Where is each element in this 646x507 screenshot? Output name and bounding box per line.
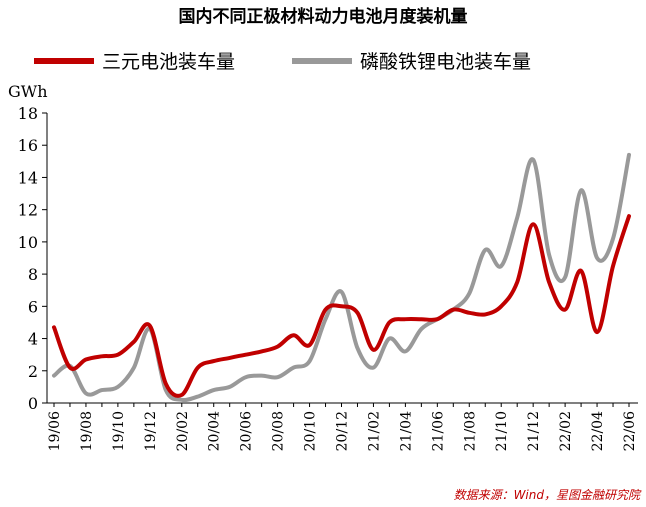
y-tick-label: 12 [18, 201, 38, 220]
y-axis-unit: GWh [8, 82, 48, 101]
y-tick-label: 6 [28, 297, 38, 316]
legend: 三元电池装车量 磷酸铁锂电池装车量 [34, 51, 531, 73]
x-tick-label: 21/06 [430, 411, 446, 451]
x-tick-label: 22/06 [622, 411, 638, 451]
y-tick-label: 4 [28, 330, 38, 349]
x-tick-label: 21/10 [494, 411, 510, 451]
series-line-lfp [52, 152, 631, 403]
x-tick-label: 22/04 [590, 411, 606, 451]
x-tick-label: 20/10 [303, 411, 319, 451]
x-tick-label: 19/10 [111, 411, 127, 451]
y-tick-label: 18 [18, 104, 38, 123]
x-tick-label: 21/12 [526, 411, 542, 451]
y-tick-label: 16 [18, 136, 38, 155]
x-tick-label: 19/08 [79, 411, 95, 451]
y-tick-label: 0 [28, 394, 38, 413]
x-tick-labels: 19/06 19/08 19/10 19/12 20/02 20/04 20/06 20/08… [47, 411, 638, 451]
axes [42, 112, 638, 407]
x-tick-label: 22/02 [558, 411, 574, 451]
legend-label-lfp: 磷酸铁锂电池装车量 [360, 51, 531, 73]
y-tick-labels: 0 2 4 6 8 10 12 14 16 18 [18, 104, 38, 413]
x-tick-label: 20/02 [175, 411, 191, 451]
chart-title: 国内不同正极材料动力电池月度装机量 [178, 7, 468, 27]
x-tick-label: 21/08 [462, 411, 478, 451]
series-line-ternary [52, 214, 631, 398]
x-tick-label: 21/04 [398, 411, 414, 451]
x-tick-label: 21/02 [366, 411, 382, 451]
y-tick-label: 8 [28, 265, 38, 284]
x-tick-label: 20/12 [335, 411, 351, 451]
y-tick-label: 10 [18, 233, 38, 252]
legend-label-ternary: 三元电池装车量 [102, 51, 235, 73]
x-tick-label: 20/06 [239, 411, 255, 451]
x-tick-label: 20/08 [271, 411, 287, 451]
y-tick-label: 14 [18, 168, 38, 187]
x-tick-label: 19/12 [143, 411, 159, 451]
source-note: 数据来源：Wind，星图金融研究院 [453, 488, 640, 502]
x-tick-label: 20/04 [207, 411, 223, 451]
y-tick-label: 2 [28, 362, 38, 381]
series-lines [52, 152, 631, 403]
x-tick-label: 19/06 [47, 411, 63, 451]
